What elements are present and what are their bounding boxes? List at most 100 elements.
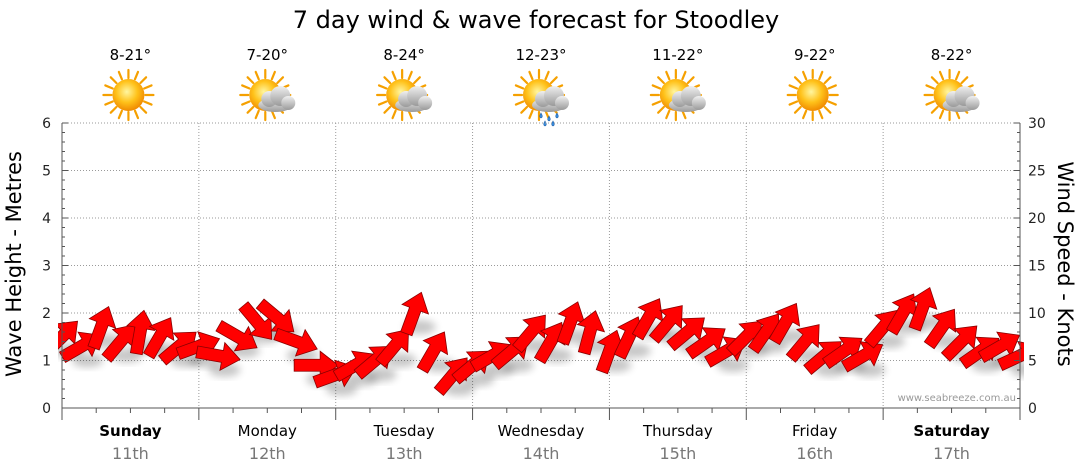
wind-arrow <box>511 314 546 354</box>
sun-ray <box>665 70 671 81</box>
sun-ray <box>788 84 799 90</box>
cloud-puff <box>418 96 433 110</box>
cloud-shape <box>668 86 706 112</box>
wind-arrow <box>785 324 820 363</box>
sun-ray <box>528 70 534 81</box>
sun-ray <box>407 109 413 120</box>
left-tick-label: 3 <box>42 259 51 275</box>
sun-ray <box>651 84 662 90</box>
rain-drop <box>551 120 555 127</box>
sun-ray <box>514 84 525 90</box>
cloud-shape <box>395 86 433 112</box>
wind-arrow <box>142 317 175 360</box>
partly-cloudy-icon <box>376 68 433 122</box>
axes <box>61 122 1021 420</box>
cloud-puff <box>691 96 706 110</box>
left-tick-label: 2 <box>42 306 51 322</box>
day-date-label: 12th <box>249 444 286 463</box>
right-tick-label: 5 <box>1028 354 1037 370</box>
day-name-label: Friday <box>792 422 838 440</box>
right-tick-label: 10 <box>1028 306 1046 322</box>
sun-ray <box>802 109 808 120</box>
day-date-label: 14th <box>523 444 560 463</box>
sun-ray <box>139 105 148 114</box>
sun-disc <box>112 79 145 111</box>
right-tick-label: 0 <box>1028 401 1037 417</box>
wind-arrow <box>666 317 705 352</box>
sun-ray <box>117 70 124 81</box>
wind-arrow-shadow <box>716 358 749 372</box>
sun-ray <box>133 70 140 81</box>
sun-ray <box>793 105 802 114</box>
day-date-label: 13th <box>386 444 423 463</box>
rain-shower-icon <box>512 68 569 127</box>
weather-icons <box>102 68 980 127</box>
rain-drop <box>555 112 559 119</box>
sun-ray <box>270 70 276 81</box>
day-date-label: 15th <box>659 444 696 463</box>
wind-arrow <box>273 327 318 357</box>
sun-ray <box>104 84 114 90</box>
sun-ray <box>520 105 529 114</box>
rain-drop <box>547 115 551 122</box>
left-tick-label: 0 <box>42 401 51 417</box>
day-date-label: 17th <box>933 444 970 463</box>
partly-cloudy-icon <box>649 68 706 122</box>
sun-ray <box>520 76 529 85</box>
wind-arrow <box>58 320 79 358</box>
sun-ray <box>241 100 251 106</box>
sun-disc <box>796 79 829 111</box>
sun-ray <box>823 105 832 114</box>
day-name-label: Monday <box>238 422 297 440</box>
left-tick-label: 1 <box>42 354 51 370</box>
sun-ray <box>665 109 671 120</box>
sun-ray <box>241 84 251 90</box>
sun-ray <box>938 70 945 81</box>
sun-ray <box>788 100 799 106</box>
sun-ray <box>938 109 945 120</box>
sun-ray <box>254 70 260 81</box>
sun-ray <box>246 105 255 114</box>
day-labels: Sunday 11th Monday 12th Tuesday 13th Wednesday… <box>99 422 990 463</box>
sun-ray <box>377 84 388 90</box>
wind-arrow <box>126 309 156 356</box>
sun-ray <box>391 70 397 81</box>
temperature-range: 9-22° <box>794 46 836 64</box>
sunny-icon <box>102 68 155 122</box>
wind-arrow-shadow <box>462 372 495 387</box>
wind-arrow <box>685 327 726 360</box>
temperature-range: 7-20° <box>247 46 289 64</box>
temperature-range: 8-24° <box>383 46 425 64</box>
cloud-puff <box>281 96 296 110</box>
sun-ray <box>133 109 140 120</box>
right-tick-label: 20 <box>1028 211 1046 227</box>
sun-ray <box>270 109 276 120</box>
sun-ray <box>681 70 687 81</box>
sun-ray <box>793 76 802 85</box>
sun-ray <box>377 100 388 106</box>
right-tick-label: 25 <box>1028 164 1046 180</box>
sun-ray <box>960 76 969 85</box>
sun-ray <box>246 76 255 85</box>
wind-arrow <box>977 331 1021 363</box>
sun-ray <box>104 100 114 106</box>
wind-arrow <box>908 286 938 332</box>
sun-ray <box>407 70 413 81</box>
sun-ray <box>143 84 153 90</box>
wind-arrow <box>195 341 241 371</box>
sun-ray <box>954 109 961 120</box>
sun-ray <box>657 76 665 85</box>
wind-arrow <box>556 301 586 346</box>
sun-ray <box>544 109 550 120</box>
wind-arrow <box>400 291 430 337</box>
wind-arrow <box>923 308 957 350</box>
daily-temperatures: 8-21° 7-20° 8-24° 12-23° 11-22° 9-22° 8-22° <box>110 46 973 64</box>
sunny-icon <box>786 68 839 122</box>
cloud-shape <box>258 86 296 112</box>
y-left-axis-label: Wave Height - Metres <box>2 151 26 377</box>
sun-ray <box>514 100 525 106</box>
day-date-label: 16th <box>796 444 833 463</box>
sun-ray <box>383 105 392 114</box>
day-name-label: Tuesday <box>373 422 435 440</box>
